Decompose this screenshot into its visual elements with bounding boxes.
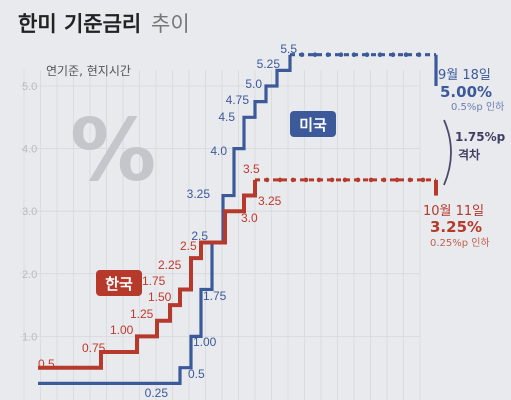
kr-plateau-dot [368, 177, 374, 183]
kr-latest-change: 0.25%p 인하 [430, 236, 490, 249]
kr-plateau-dot [407, 177, 413, 183]
y-tick-label: 5.0 [22, 81, 37, 93]
kr-data-label: 1.25 [130, 307, 154, 321]
kr-plateau-dot [329, 177, 335, 183]
us-data-label: 4.0 [210, 144, 227, 158]
us-plateau-dot [377, 52, 383, 57]
kr-data-label: 3.25 [258, 194, 282, 208]
kr-plateau-dot [277, 177, 283, 183]
kr-plateau-dot [394, 177, 400, 183]
kr-plateau-dot [303, 177, 309, 183]
kr-plateau-dot [420, 177, 426, 183]
kr-legend-badge: 한국 [96, 270, 142, 296]
kr-plateau-dot [355, 177, 361, 183]
y-axis-ticks: 1.0 2.0 3.0 4.0 5.0 [22, 81, 37, 343]
page-title-suffix: 추이 [151, 12, 190, 36]
kr-data-label: 3.0 [241, 211, 258, 225]
us-data-label: 2.5 [191, 229, 208, 243]
kr-data-label: 1.00 [110, 323, 134, 337]
kr-latest-rate: 3.25% [430, 218, 482, 236]
kr-data-label: 1.75 [142, 274, 166, 288]
us-latest-date: 9월 18일 [438, 68, 491, 83]
us-plateau-dot [338, 52, 344, 57]
us-plateau-dot [364, 52, 370, 57]
kr-series-name: 한국 [105, 275, 133, 293]
y-tick-label: 1.0 [22, 331, 37, 343]
us-data-label: 0.5 [188, 367, 205, 381]
gap-value: 1.75%p [455, 130, 506, 144]
us-plateau-dot [312, 52, 318, 57]
us-data-label: 5.0 [245, 77, 262, 91]
us-plateau-dot [390, 52, 396, 57]
us-plateau-dot [325, 52, 331, 57]
us-latest-rate: 5.00% [440, 83, 492, 101]
us-data-label: 1.00 [193, 335, 217, 349]
kr-plateau-dot [316, 177, 322, 183]
kr-latest-date: 10월 11일 [423, 204, 484, 219]
kr-data-label: 1.50 [148, 290, 172, 304]
page-title: 한미 기준금리 [18, 12, 141, 36]
y-tick-label: 3.0 [22, 206, 37, 218]
gap-bracket [443, 119, 452, 186]
us-data-label: 1.75 [203, 289, 227, 303]
us-data-label: 5.25 [257, 57, 281, 71]
series [38, 52, 438, 385]
percent-watermark: % [70, 101, 156, 201]
gap-label: 격차 [458, 147, 480, 162]
kr-data-label: 2.25 [158, 258, 182, 272]
data-labels: 0.25 0.5 1.00 1.75 2.5 3.25 4.0 4.5 4.75 5.0 5.255… [38, 42, 297, 400]
us-plateau-dot [416, 52, 422, 57]
us-plateau-dot [299, 52, 305, 57]
us-rate-line [38, 54, 292, 385]
us-legend-badge: 미국 [290, 111, 336, 137]
chart-subtitle: 연기준, 현지시간 [46, 64, 131, 78]
y-tick-label: 2.0 [22, 269, 37, 281]
us-latest-change: 0.5%p 인하 [451, 100, 504, 113]
kr-plateau-dot [290, 177, 296, 183]
us-data-label: 0.25 [145, 386, 169, 400]
kr-plateau-dot [381, 177, 387, 183]
kr-data-label: 2.5 [180, 239, 197, 253]
us-plateau-dot [403, 52, 409, 57]
kr-data-label: 3.5 [243, 162, 260, 176]
y-tick-label: 4.0 [22, 144, 37, 156]
us-data-label: 5.5 [280, 42, 297, 56]
us-series-name: 미국 [299, 116, 327, 134]
us-data-label: 4.75 [226, 93, 250, 107]
kr-plateau-dot [342, 177, 348, 183]
kr-plateau-dot [264, 177, 270, 183]
us-data-label: 3.25 [187, 187, 211, 201]
us-data-label: 4.5 [218, 110, 235, 124]
us-plateau-dot [351, 52, 357, 57]
kr-data-label: 0.75 [82, 341, 106, 355]
kr-rate-line [38, 179, 257, 370]
kr-data-label: 0.5 [38, 357, 55, 371]
